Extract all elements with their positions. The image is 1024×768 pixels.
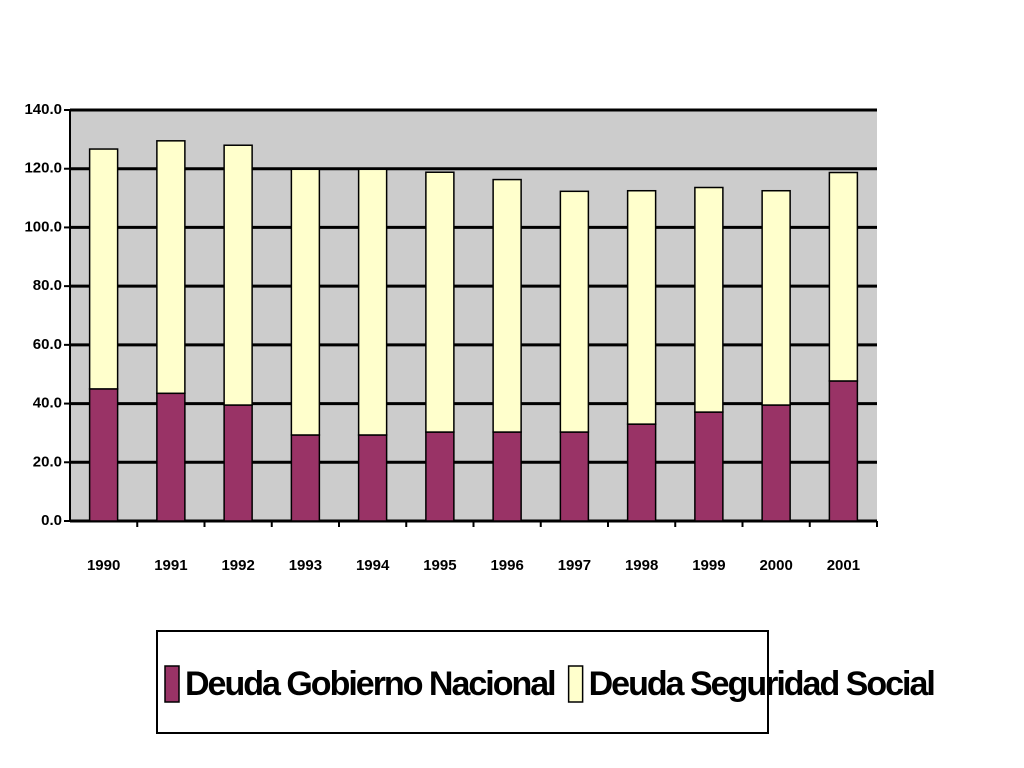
bar-segment [88,148,119,390]
bar-segment [223,144,253,406]
legend-label: Deuda Seguridad Social [589,665,935,703]
bar-segment [290,434,321,522]
bar-segment [761,404,791,522]
legend [156,630,769,734]
y-tick-label: 0.0 [41,512,62,529]
bar-segment [559,190,590,433]
bar-segment [492,431,522,522]
legend-swatch [567,665,584,703]
bar-segment [425,431,455,522]
bar-segment [156,140,186,395]
bar-segment [828,380,859,522]
y-tick-label: 120.0 [24,160,62,177]
bar-segment [357,168,388,436]
bar-segment [223,404,253,522]
y-tick-label: 80.0 [33,277,62,294]
x-tick-label: 1993 [289,557,322,574]
x-tick-label: 1997 [558,557,591,574]
x-tick-label: 1998 [625,557,658,574]
y-tick-label: 20.0 [33,453,62,470]
bar-segment [761,189,791,406]
y-tick-label: 140.0 [24,101,62,118]
plot-area [70,110,877,521]
legend-label: Deuda Gobierno Nacional [185,665,555,703]
x-tick-label: 1999 [692,557,725,574]
bar-segment [694,411,724,522]
bar-segment [357,434,388,522]
bar-segment [626,423,657,522]
x-tick-label: 2000 [759,557,792,574]
x-tick-label: 1994 [356,557,390,574]
x-tick-label: 1996 [490,557,523,574]
bar-segment [88,388,119,522]
bar-segment [694,186,724,413]
legend-swatch [164,665,180,703]
bar-segment [828,171,859,382]
x-tick-label: 1990 [87,557,120,574]
x-tick-label: 1995 [423,557,456,574]
y-tick-label: 60.0 [33,336,62,353]
bar-segment [156,392,186,522]
x-tick-label: 2001 [827,557,860,574]
bar-segment [425,171,455,433]
bar-segment [559,431,590,522]
y-tick-label: 100.0 [24,218,62,235]
y-tick-label: 40.0 [33,395,62,412]
x-tick-label: 1991 [154,557,187,574]
bar-segment [626,189,657,425]
bar-segment [290,168,321,436]
bar-segment [492,178,522,433]
x-tick-label: 1992 [221,557,254,574]
